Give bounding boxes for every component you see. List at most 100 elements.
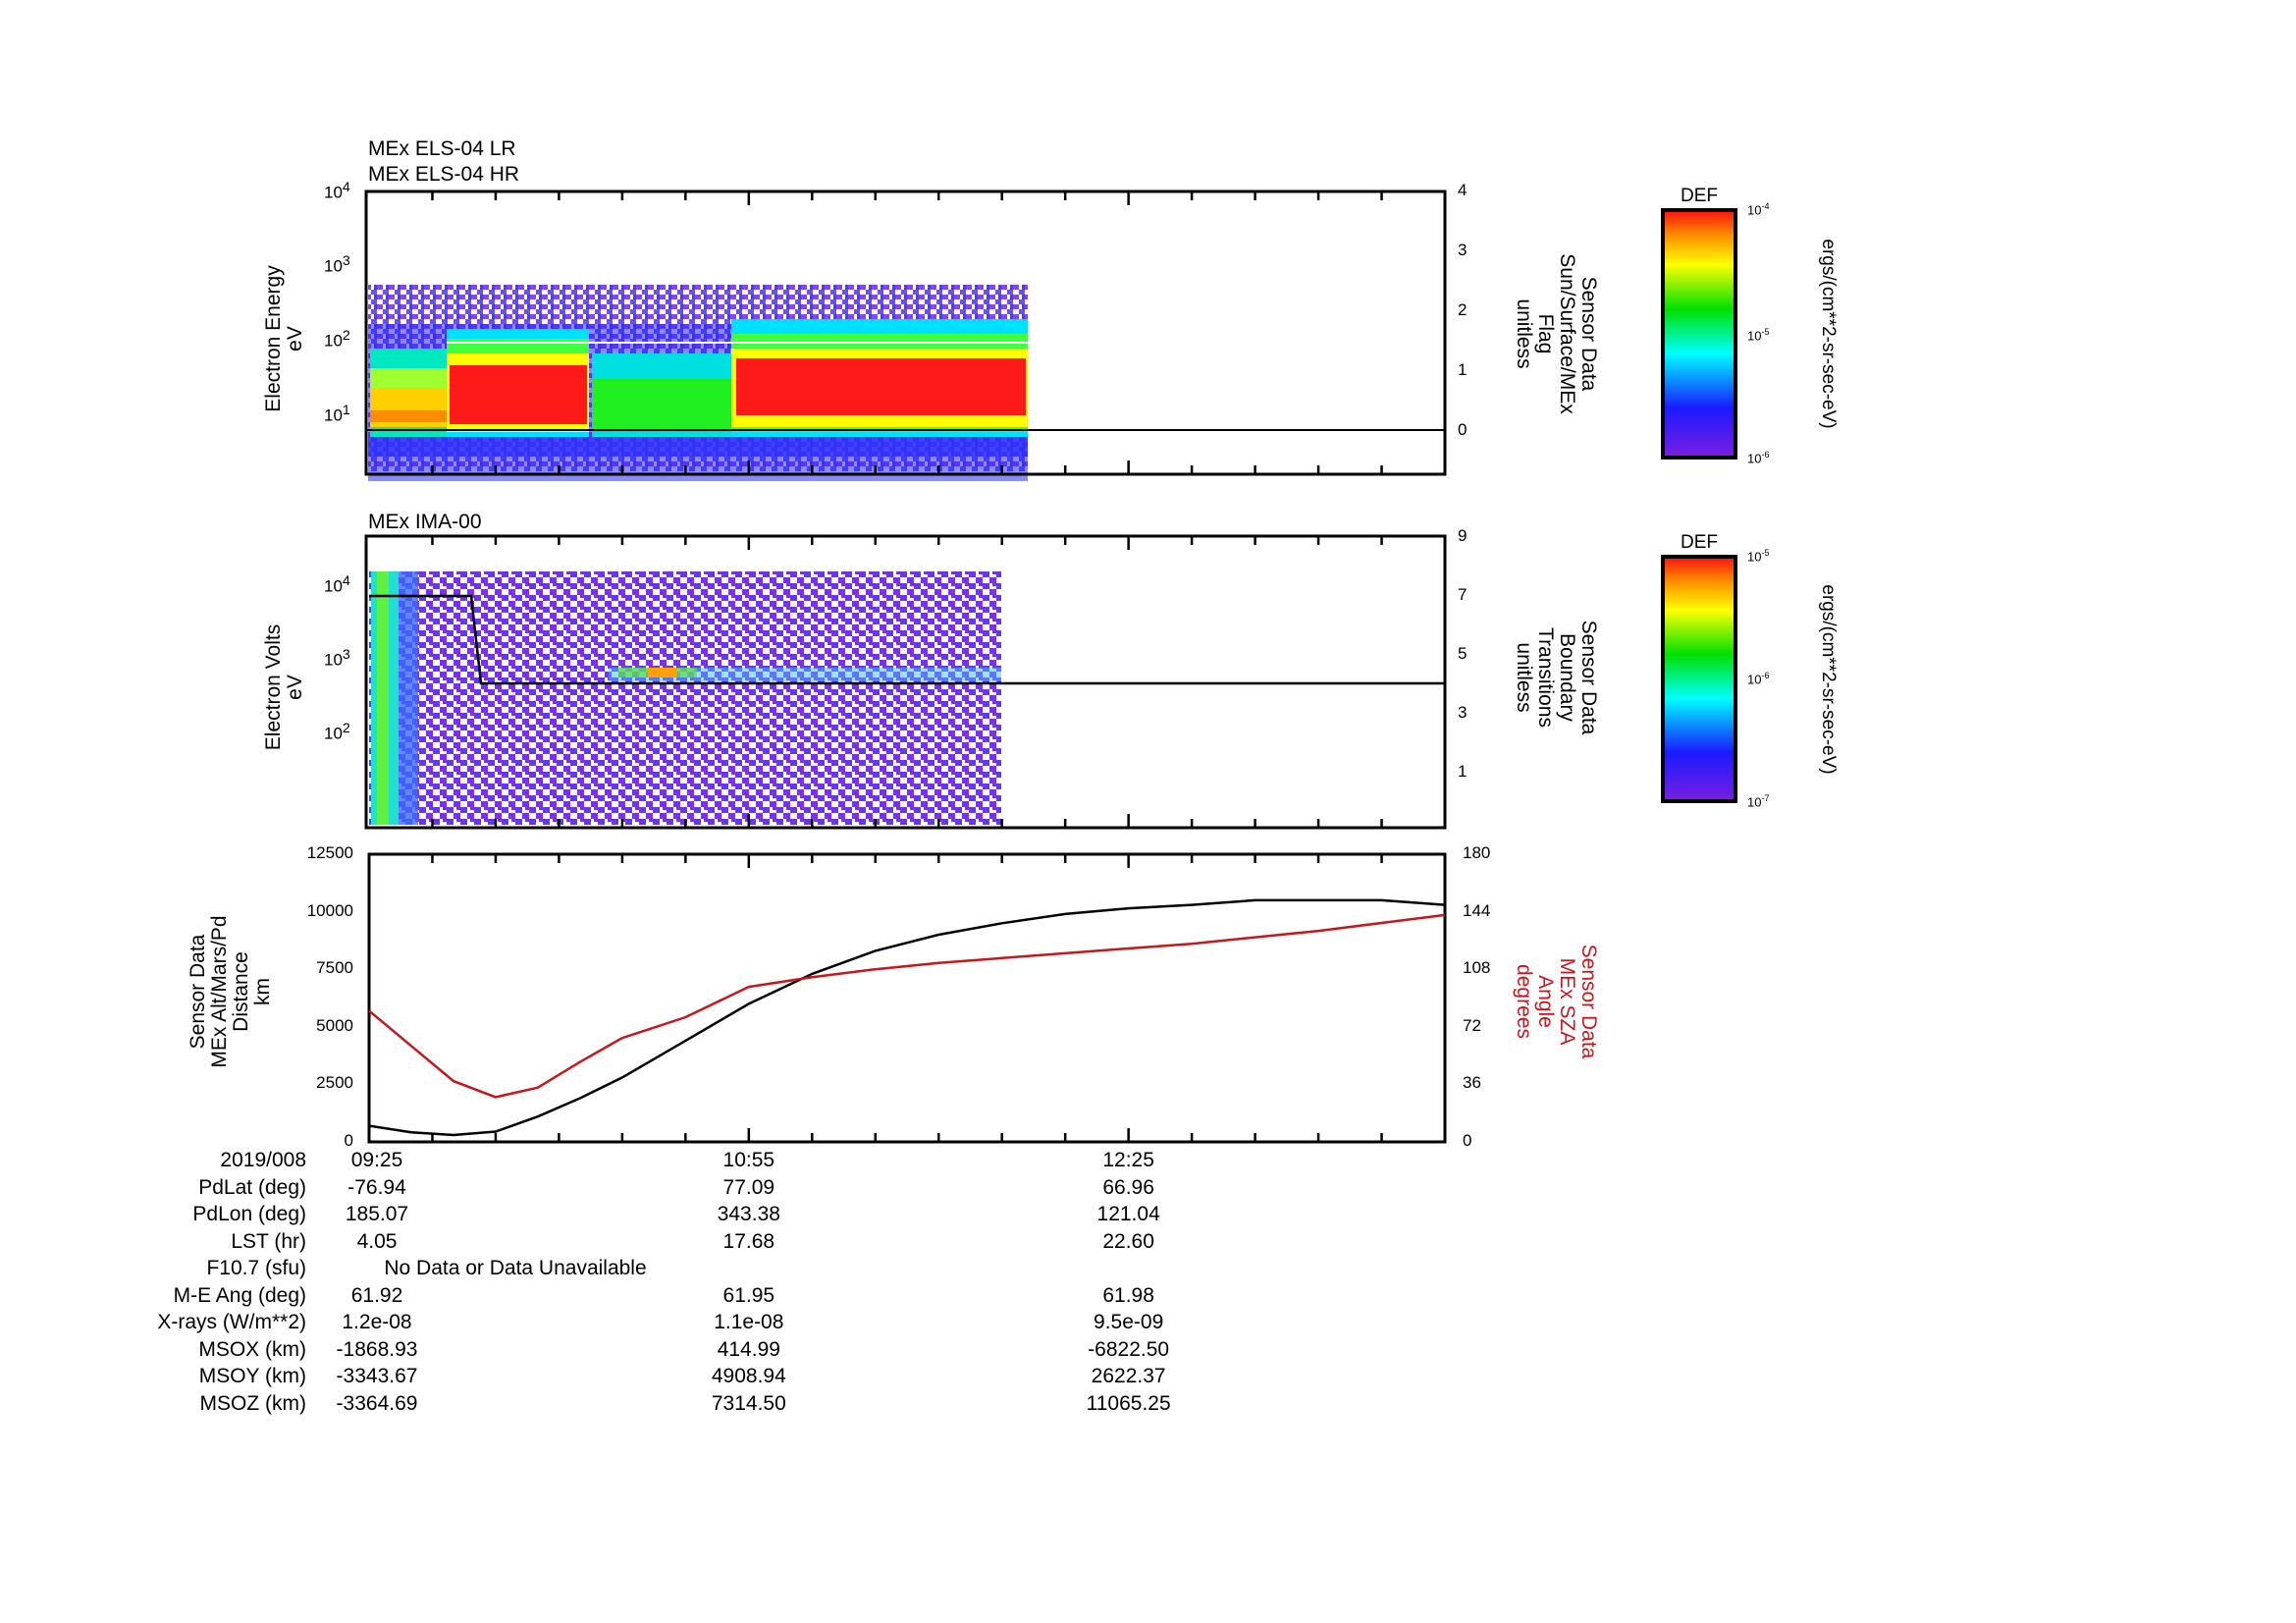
- panel3-right-axis-label: Sensor Data MEx SZA Angle degrees: [1513, 944, 1600, 1059]
- panel1-colorbar-tick-mid: 10-5: [1747, 327, 1770, 344]
- panel1-rtick: 2: [1458, 300, 1468, 319]
- panel2-rtick: 9: [1458, 526, 1468, 545]
- row-label: PdLat (deg): [198, 1175, 306, 1199]
- panel2-ytick-1e3: 103: [324, 647, 350, 670]
- table-row: 2019/008 09:25 10:55 12:25: [0, 1147, 2296, 1174]
- panel2-spectrogram: [369, 571, 1001, 825]
- panel3-left-tick: 12500: [306, 843, 353, 862]
- panel2-rtick: 1: [1458, 762, 1468, 781]
- row-value: 121.04: [1096, 1203, 1160, 1225]
- row-value: 09:25: [350, 1149, 403, 1171]
- row-label: MSOX (km): [198, 1337, 306, 1361]
- panel1-ytick-1e3: 103: [324, 253, 350, 276]
- panel1-rtick: 4: [1458, 181, 1468, 199]
- row-label: MSOY (km): [198, 1365, 306, 1387]
- row-value: -1868.93: [336, 1337, 418, 1361]
- row-label: F10.7 (sfu): [206, 1257, 306, 1279]
- row-value: -3343.67: [336, 1365, 418, 1387]
- row-value: 61.92: [350, 1283, 403, 1307]
- row-value: 66.96: [1102, 1175, 1154, 1199]
- row-value: 9.5e-09: [1094, 1311, 1164, 1333]
- panel2-title: MEx IMA-00: [368, 511, 482, 533]
- row-value: 77.09: [722, 1175, 775, 1199]
- row-value: 11065.25: [1086, 1391, 1171, 1415]
- row-value: 4908.94: [711, 1365, 786, 1387]
- panel1-colorbar: [1661, 208, 1737, 460]
- panel1-frame: [364, 189, 1447, 476]
- panel3-right-tick: 108: [1463, 958, 1491, 978]
- panel2-rtick: 5: [1458, 644, 1468, 663]
- row-value: 1.2e-08: [342, 1311, 412, 1333]
- panel1-colorbar-title: DEF: [1681, 186, 1718, 206]
- row-value: 343.38: [717, 1203, 780, 1225]
- row-value: -3364.69: [336, 1391, 418, 1415]
- row-value: 22.60: [1102, 1229, 1154, 1253]
- row-value: 17.68: [722, 1229, 775, 1253]
- row-value: -6822.50: [1088, 1337, 1170, 1361]
- panel1-ytick-1e1: 101: [324, 403, 350, 425]
- panel1-colorbar-tick-top: 10-4: [1747, 201, 1770, 218]
- row-value: 61.95: [722, 1283, 775, 1307]
- panel1-rtick: 0: [1458, 420, 1468, 439]
- panel1-title-line1: MEx ELS-04 LR: [368, 137, 516, 160]
- row-value: 12:25: [1102, 1149, 1154, 1171]
- panel3-left-tick: 5000: [316, 1015, 353, 1035]
- table-row: PdLat (deg) -76.94 77.09 66.96: [0, 1174, 2296, 1202]
- panel2-colorbar-title: DEF: [1681, 532, 1718, 553]
- panel3-left-tick: 0: [344, 1131, 353, 1150]
- table-row: MSOZ (km) -3364.69 7314.50 11065.25: [0, 1390, 2296, 1418]
- panel3-left-tick: 10000: [306, 900, 353, 920]
- panel2-boundary-line: [369, 594, 1445, 685]
- panel3-right-tick: 36: [1463, 1073, 1481, 1093]
- row-label: MSOZ (km): [199, 1391, 306, 1415]
- row-value: 2622.37: [1091, 1365, 1166, 1387]
- panel2-rtick: 3: [1458, 703, 1468, 722]
- panel2-ytick-1e4: 104: [324, 573, 350, 596]
- panel1-title-line2: MEx ELS-04 HR: [368, 163, 520, 186]
- row-value: 7314.50: [711, 1391, 786, 1415]
- panel1-colorbar-units: ergs/(cm**2-sr-sec-eV): [1818, 239, 1839, 429]
- panel3-left-tick: 2500: [316, 1073, 353, 1093]
- panel1-rtick: 3: [1458, 241, 1468, 259]
- panel2-rtick: 7: [1458, 585, 1468, 604]
- row-value: 4.05: [356, 1229, 398, 1253]
- panel1-rtick: 1: [1458, 360, 1468, 379]
- row-label: 2019/008: [220, 1149, 306, 1171]
- panel1-ytick-1e4: 104: [324, 180, 350, 202]
- panel2-left-axis-label: Electron Volts eV: [262, 623, 306, 751]
- row-label: M-E Ang (deg): [173, 1283, 306, 1307]
- panel2-colorbar-tick-top: 10-5: [1747, 548, 1770, 565]
- row-value: 185.07: [345, 1203, 409, 1225]
- table-row: PdLon (deg) 185.07 343.38 121.04: [0, 1201, 2296, 1228]
- panel3-right-tick: 0: [1463, 1131, 1472, 1150]
- panel1-spectrogram: [368, 285, 1028, 481]
- panel3-time-ticks: [431, 191, 1383, 1142]
- panel3-right-tick: 180: [1463, 843, 1491, 862]
- row-label: LST (hr): [231, 1229, 306, 1253]
- panel2-colorbar-tick-mid: 10-6: [1747, 671, 1770, 687]
- panel2-right-axis-label: Sensor Data Boundary Transitions unitless: [1513, 620, 1600, 735]
- panel1-ytick-1e2: 102: [324, 328, 350, 351]
- table-row: MSOY (km) -3343.67 4908.94 2622.37: [0, 1363, 2296, 1390]
- table-row: MSOX (km) -1868.93 414.99 -6822.50: [0, 1336, 2296, 1364]
- row-note: No Data or Data Unavailable: [384, 1257, 647, 1279]
- panel3-left-axis-label: Sensor Data MEx Alt/Mars/Pd Distance km: [187, 915, 274, 1068]
- table-row: F10.7 (sfu) No Data or Data Unavailable: [0, 1255, 2296, 1282]
- panel2-colorbar-units: ergs/(cm**2-sr-sec-eV): [1818, 584, 1839, 775]
- table-row: X-rays (W/m**2) 1.2e-08 1.1e-08 9.5e-09: [0, 1309, 2296, 1336]
- row-label: PdLon (deg): [192, 1203, 306, 1225]
- table-row: M-E Ang (deg) 61.92 61.95 61.98: [0, 1282, 2296, 1310]
- panel3-left-tick: 7500: [316, 958, 353, 978]
- table-row: LST (hr) 4.05 17.68 22.60: [0, 1228, 2296, 1256]
- row-value: 61.98: [1102, 1283, 1154, 1307]
- row-value: -76.94: [347, 1175, 406, 1199]
- row-value: 1.1e-08: [714, 1311, 784, 1333]
- row-value: 10:55: [722, 1149, 775, 1171]
- altitude-line: [368, 898, 1446, 1137]
- panel2-frame: [364, 534, 1447, 830]
- row-label: X-rays (W/m**2): [157, 1311, 306, 1333]
- panel3-lines: [368, 898, 1446, 1137]
- sza-line: [368, 913, 1446, 1099]
- panel1-colorbar-tick-bottom: 10-6: [1747, 450, 1770, 466]
